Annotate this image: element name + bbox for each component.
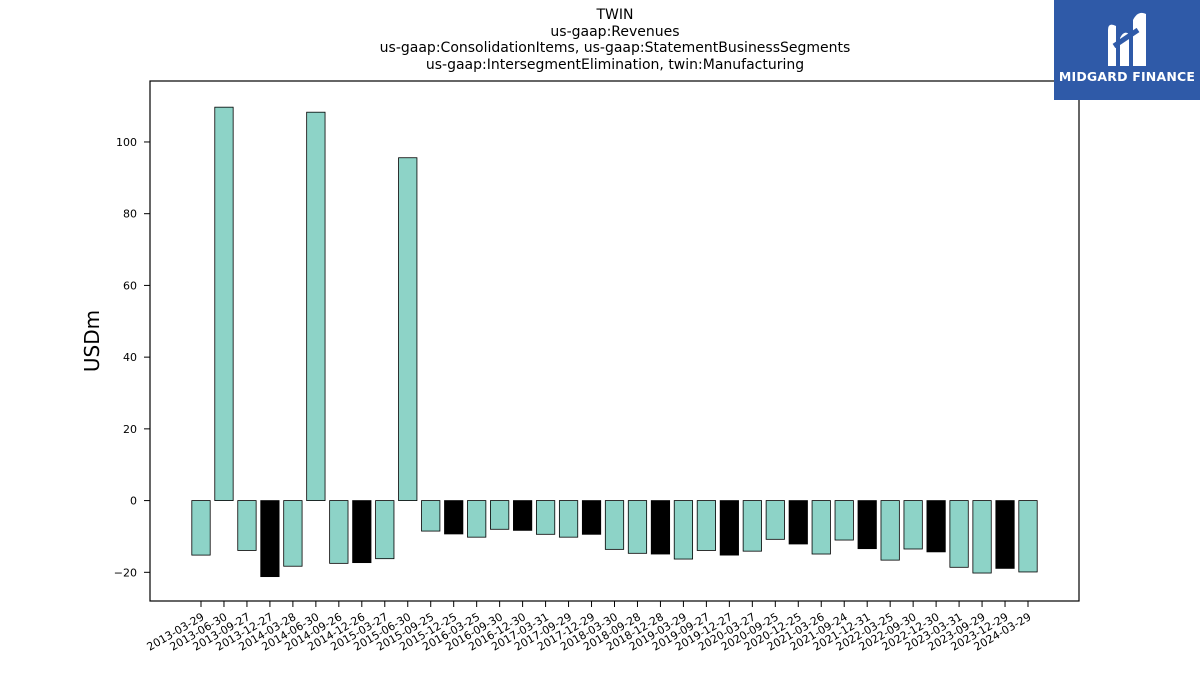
logo-text: MIDGARD FINANCE <box>1058 69 1196 84</box>
y-tick-label: 100 <box>116 136 137 149</box>
chart-title-line-4: us-gaap:IntersegmentElimination, twin:Ma… <box>425 57 805 73</box>
bar-2023-12-29 <box>995 500 1015 569</box>
bar-2014-09-26 <box>329 500 349 564</box>
bar-2014-03-28 <box>283 500 303 567</box>
bar-2020-09-25 <box>765 500 785 540</box>
bar-2023-03-31 <box>949 500 969 568</box>
y-tick-label: 40 <box>123 351 137 364</box>
bar-2017-12-29 <box>581 500 602 535</box>
y-tick-label: −20 <box>114 566 137 579</box>
bar-series <box>191 106 1038 578</box>
bar-2018-09-28 <box>627 500 648 554</box>
bar-2018-03-30 <box>604 500 625 550</box>
bar-2022-09-30 <box>903 500 923 550</box>
bar-2013-03-29 <box>191 500 211 556</box>
bar-2015-12-25 <box>444 500 464 535</box>
bar-2017-09-29 <box>558 500 579 538</box>
bar-2014-06-30 <box>306 111 326 501</box>
y-axis-label: USDm <box>80 310 104 372</box>
chart-title-line-1: TWIN <box>596 7 634 23</box>
bar-2022-03-25 <box>880 500 900 561</box>
bar-2024-03-29 <box>1018 500 1038 573</box>
bar-2019-03-29 <box>673 500 694 560</box>
midgard-logo-icon <box>1108 12 1146 67</box>
bar-2022-12-30 <box>926 500 946 553</box>
bar-2021-12-31 <box>857 500 877 550</box>
chart-title-line-3: us-gaap:ConsolidationItems, us-gaap:Stat… <box>379 40 851 56</box>
bar-2020-12-25 <box>788 500 808 545</box>
bar-2017-03-31 <box>535 500 556 535</box>
bar-2019-09-27 <box>696 500 716 551</box>
bar-2013-12-27 <box>260 500 280 578</box>
x-axis: 2013-03-292013-06-302013-09-272013-12-27… <box>145 601 1034 654</box>
bar-2015-03-27 <box>375 500 395 560</box>
y-axis: −20 0 20 40 60 80 100 <box>114 136 150 579</box>
bar-2023-09-29 <box>972 500 992 574</box>
bar-2013-09-27 <box>237 500 257 551</box>
bar-2013-06-30 <box>214 106 234 501</box>
bar-2015-06-30 <box>398 157 418 501</box>
bar-2016-09-30 <box>490 500 510 530</box>
bar-2021-03-26 <box>811 500 831 555</box>
bar-2015-09-25 <box>421 500 441 532</box>
bar-2014-12-26 <box>352 500 372 564</box>
y-tick-label: 0 <box>130 495 137 508</box>
bar-2016-12-30 <box>513 500 533 531</box>
y-tick-label: 80 <box>123 208 137 221</box>
bar-2020-03-27 <box>742 500 762 552</box>
bar-2021-09-24 <box>834 500 854 541</box>
bar-2019-12-27 <box>719 500 739 556</box>
bar-2016-03-25 <box>467 500 487 538</box>
y-tick-label: 20 <box>123 423 137 436</box>
midgard-finance-logo: MIDGARD FINANCE <box>1054 0 1200 100</box>
y-tick-label: 60 <box>123 279 137 292</box>
bar-2018-12-28 <box>650 500 671 555</box>
chart-title-line-2: us-gaap:Revenues <box>550 24 680 40</box>
